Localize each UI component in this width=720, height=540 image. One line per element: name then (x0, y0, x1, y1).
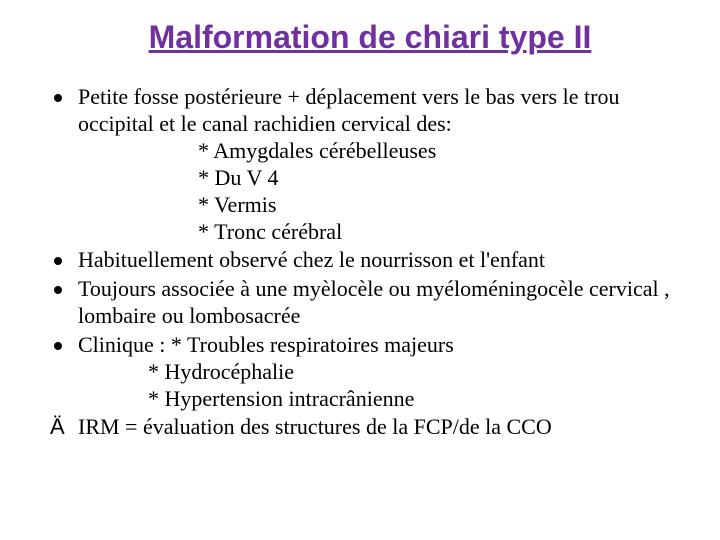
bullet-dot-icon (54, 342, 62, 350)
list-item: Ä IRM = évaluation des structures de la F… (50, 414, 690, 441)
list-item: Clinique : * Troubles respiratoires maje… (50, 332, 690, 412)
bullet-dot-icon (54, 286, 62, 294)
list-item-text: Petite fosse postérieure + déplacement v… (78, 84, 619, 136)
list-sub-item: * Tronc cérébral (78, 219, 690, 246)
list-sub-item: * Hydrocéphalie (78, 359, 690, 386)
bullet-list: Petite fosse postérieure + déplacement v… (50, 84, 690, 441)
slide-title: Malformation de chiari type II (50, 18, 690, 56)
list-item: Petite fosse postérieure + déplacement v… (50, 84, 690, 245)
list-item: Habituellement observé chez le nourrisso… (50, 247, 690, 274)
list-item: Toujours associée à une myèlocèle ou myé… (50, 276, 690, 330)
bullet-dot-icon (54, 257, 62, 265)
list-sub-item: * Amygdales cérébelleuses (78, 138, 690, 165)
slide-body: Petite fosse postérieure + déplacement v… (50, 84, 690, 441)
arrow-icon: Ä (50, 414, 65, 441)
list-item-text: IRM = évaluation des structures de la FC… (78, 414, 552, 439)
slide-root: Malformation de chiari type II Petite fo… (0, 0, 720, 540)
list-item-text: Habituellement observé chez le nourrisso… (78, 247, 545, 272)
list-sub-item: * Hypertension intracrânienne (78, 386, 690, 413)
list-item-text: Toujours associée à une myèlocèle ou myé… (78, 276, 670, 328)
list-item-text: Clinique : * Troubles respiratoires maje… (78, 332, 454, 357)
list-sub-item: * Du V 4 (78, 165, 690, 192)
list-sub-item: * Vermis (78, 192, 690, 219)
bullet-dot-icon (54, 94, 62, 102)
